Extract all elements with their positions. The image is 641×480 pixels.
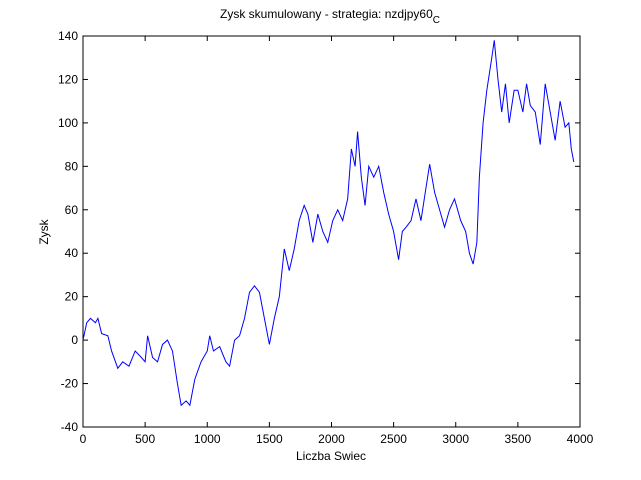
x-tick-label: 2000 (318, 432, 345, 446)
y-tick-label: 40 (65, 246, 79, 260)
x-tick-label: 1500 (256, 432, 283, 446)
y-tick-label: 80 (65, 159, 79, 173)
plot-area (82, 35, 581, 428)
x-tick-label: 4000 (567, 432, 594, 446)
line (82, 40, 575, 407)
y-tick-label: 120 (58, 72, 78, 86)
y-tick-label: 0 (71, 333, 78, 347)
y-tick-label: 20 (65, 290, 79, 304)
x-tick-label: 0 (80, 432, 87, 446)
y-axis-label: Zysk (37, 218, 51, 244)
y-tick-label: -20 (61, 377, 79, 391)
x-tick-label: 1000 (194, 432, 221, 446)
title-main: Zysk skumulowany - strategia: nzdjpy60 (220, 7, 433, 21)
x-tick-label: 2500 (380, 432, 407, 446)
chart-title: Zysk skumulowany - strategia: nzdjpy60C (220, 7, 440, 26)
y-tick-label: 100 (58, 116, 78, 130)
x-tick-label: 500 (135, 432, 155, 446)
x-tick-label: 3000 (442, 432, 469, 446)
y-tick-label: 60 (65, 203, 79, 217)
title-subscript: C (433, 15, 440, 26)
x-axis-label: Liczba Swiec (296, 449, 366, 463)
y-tick-label: -40 (61, 420, 79, 434)
x-tick-label: 3500 (505, 432, 532, 446)
y-tick-label: 140 (58, 29, 78, 43)
